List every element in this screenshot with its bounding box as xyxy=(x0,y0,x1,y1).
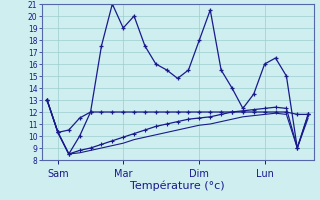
X-axis label: Température (°c): Température (°c) xyxy=(130,180,225,191)
